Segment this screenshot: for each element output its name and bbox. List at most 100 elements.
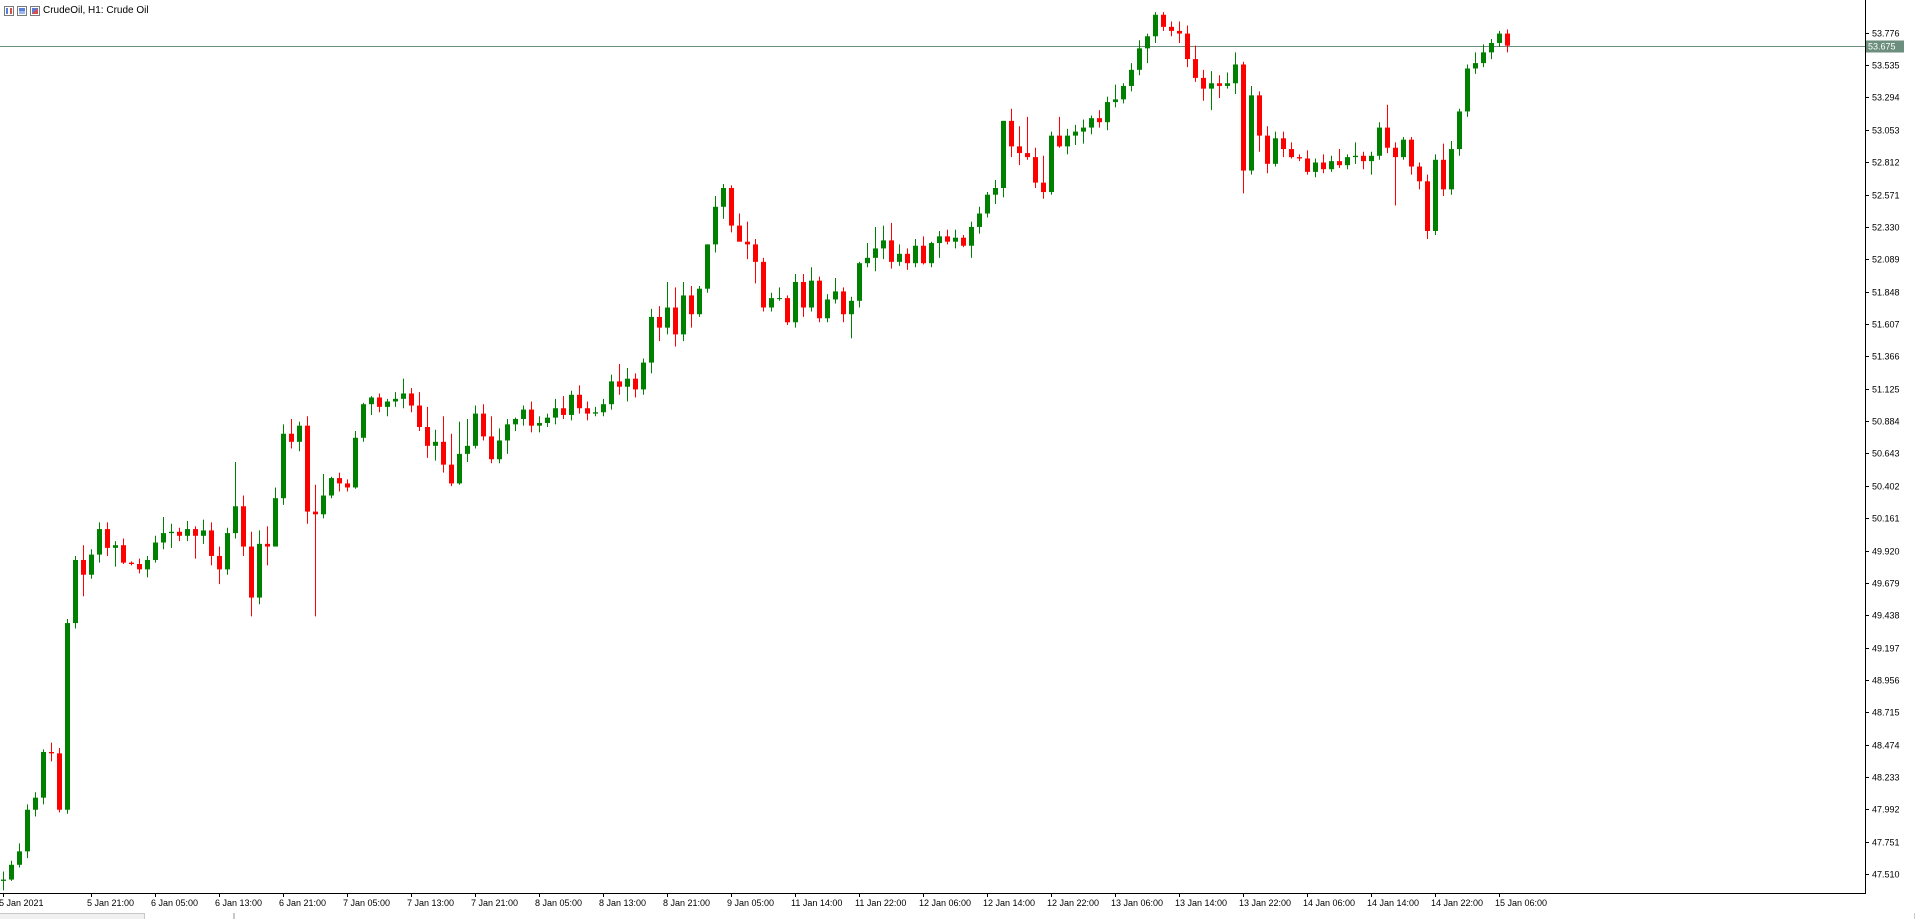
candle	[377, 393, 382, 413]
candle	[1073, 124, 1078, 146]
candle-body-bull	[937, 236, 942, 244]
x-tick-label: 13 Jan 06:00	[1111, 898, 1163, 908]
candle-body-bear	[1321, 162, 1326, 170]
candle	[361, 402, 366, 442]
candle-body-bear	[1161, 14, 1166, 27]
candle	[585, 401, 590, 421]
candle-body-bull	[17, 851, 22, 865]
candle	[817, 276, 822, 323]
candle	[321, 474, 326, 519]
candle	[1433, 154, 1438, 235]
candle	[937, 230, 942, 258]
candle	[1281, 131, 1286, 158]
candle	[625, 367, 630, 402]
candle	[577, 385, 582, 414]
x-tick-label: 11 Jan 22:00	[855, 898, 906, 908]
candle	[57, 747, 62, 813]
candle	[833, 277, 838, 304]
candle	[785, 295, 790, 325]
candle-body-bull	[1329, 161, 1334, 170]
x-tick-label: 14 Jan 14:00	[1367, 898, 1419, 908]
candle-body-bull	[769, 298, 774, 308]
x-tick-label: 8 Jan 21:00	[663, 898, 710, 908]
candle-body-bear	[289, 433, 294, 442]
candle-body-bull	[145, 559, 150, 570]
candle-body-bull	[273, 498, 278, 547]
candle-body-bull	[113, 545, 118, 548]
candle	[121, 538, 126, 564]
candle	[305, 416, 310, 524]
candle-body-bull	[777, 298, 782, 300]
candle	[73, 555, 78, 629]
y-tick-label: 47.510	[1872, 870, 1900, 880]
candle-body-bull	[1377, 127, 1382, 156]
candle	[1041, 155, 1046, 199]
candle-body-bear	[633, 378, 638, 390]
candle	[801, 273, 806, 317]
y-tick-label: 48.233	[1872, 773, 1900, 783]
candle	[1201, 69, 1206, 101]
candle-body-bear	[209, 530, 214, 556]
candle-body-bull	[521, 409, 526, 419]
candle-body-bear	[481, 413, 486, 437]
candle-body-bear	[921, 245, 926, 264]
candle	[385, 398, 390, 417]
candle	[697, 286, 702, 317]
candle-body-bull	[1137, 48, 1142, 70]
candle	[193, 526, 198, 559]
chart-tab-1[interactable]	[144, 913, 234, 919]
candle	[1425, 174, 1430, 240]
candle-body-bear	[313, 511, 318, 515]
candle	[865, 243, 870, 268]
candle	[1465, 64, 1470, 117]
candle-body-bear	[1257, 95, 1262, 136]
y-tick-label: 53.776	[1872, 29, 1900, 39]
candle-body-bear	[1441, 159, 1446, 190]
candle-body-bull	[505, 424, 510, 441]
candle	[457, 421, 462, 485]
y-tick-label: 53.294	[1872, 93, 1900, 103]
candle-body-bear	[105, 529, 110, 548]
candle	[537, 416, 542, 433]
candle	[17, 843, 22, 868]
candle	[465, 418, 470, 462]
y-tick-label: 50.402	[1872, 482, 1900, 492]
candle	[1049, 131, 1054, 195]
candle	[217, 546, 222, 585]
candle-body-bull	[1089, 118, 1094, 128]
current-price-label: 53.675	[1868, 42, 1896, 52]
candle	[553, 398, 558, 425]
chart-title: CrudeOil, H1: Crude Oil	[43, 5, 149, 16]
candle-body-bull	[721, 188, 726, 207]
candle	[1289, 142, 1294, 159]
candle-body-bull	[873, 248, 878, 258]
candle	[1057, 116, 1062, 148]
candle-body-bull	[569, 394, 574, 415]
candle-body-bull	[497, 440, 502, 460]
candle	[1345, 154, 1350, 170]
y-tick-label: 50.161	[1872, 514, 1900, 524]
candle-body-bull	[9, 864, 14, 880]
chart-tab-2[interactable]	[234, 913, 1915, 919]
x-tick-label: 8 Jan 05:00	[535, 898, 582, 908]
candle	[1457, 108, 1462, 156]
candle	[1081, 119, 1086, 144]
candle	[425, 406, 430, 458]
y-tick-label: 52.812	[1872, 158, 1900, 168]
candle	[1273, 131, 1278, 167]
candle	[153, 535, 158, 563]
candle-body-bull	[33, 797, 38, 810]
candle-body-bull	[41, 752, 46, 798]
candle-body-bull	[953, 237, 958, 242]
candle	[593, 406, 598, 417]
candle	[649, 308, 654, 374]
candle-body-bear	[1009, 120, 1014, 147]
candle	[1137, 40, 1142, 76]
candle	[1121, 83, 1126, 104]
candle-body-bear	[425, 427, 430, 446]
candle	[1377, 122, 1382, 160]
candle	[1001, 120, 1006, 198]
candle	[737, 213, 742, 242]
candle-body-bear	[785, 298, 790, 323]
